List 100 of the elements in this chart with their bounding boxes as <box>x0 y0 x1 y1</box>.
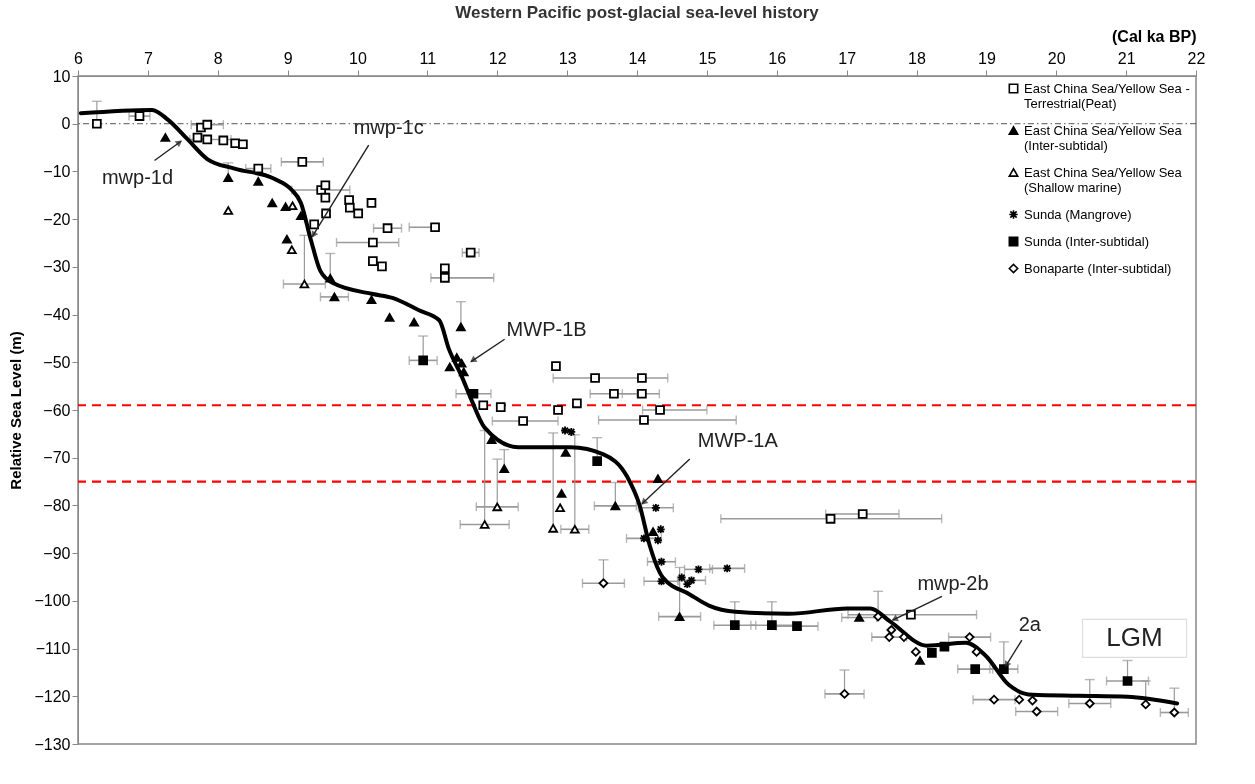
point <box>656 556 667 567</box>
legend-label: Sunda (Inter-subtidal) <box>1024 233 1150 249</box>
point <box>202 119 213 130</box>
point <box>854 613 865 622</box>
annotation: 2a <box>1018 613 1042 636</box>
point <box>792 621 802 631</box>
x-tick-label: 11 <box>419 49 437 67</box>
y-tick-label: −120 <box>34 687 71 705</box>
x-tick-label: 6 <box>74 49 84 67</box>
x-tick-label: 12 <box>488 49 507 67</box>
point <box>353 208 364 219</box>
point <box>329 292 340 302</box>
legend-label: Bonaparte (Inter-subtidal) <box>1024 260 1172 276</box>
y-tick-label: −110 <box>35 640 71 658</box>
point <box>499 464 510 473</box>
point <box>682 579 693 589</box>
point <box>566 427 577 437</box>
y-tick-label: 0 <box>61 115 71 133</box>
point <box>458 367 469 377</box>
point <box>1084 698 1095 709</box>
point <box>609 388 619 399</box>
point <box>693 564 704 575</box>
point <box>825 513 836 524</box>
point <box>267 198 278 208</box>
point <box>253 177 264 186</box>
point <box>674 612 685 621</box>
x-tick-label: 17 <box>838 49 857 67</box>
point <box>560 425 570 436</box>
y-axis-title: Relative Sea Level (m) <box>7 331 25 490</box>
x-tick-label: 13 <box>558 49 577 67</box>
y-tick-label: −10 <box>43 162 71 180</box>
point <box>653 535 663 546</box>
point <box>451 353 462 362</box>
y-tick-label: 10 <box>52 67 71 85</box>
point <box>556 489 567 498</box>
y-tick-label: −130 <box>34 735 71 753</box>
point <box>223 206 234 215</box>
point <box>655 524 666 535</box>
point <box>655 405 665 415</box>
y-tick-label: −60 <box>43 401 71 419</box>
point <box>384 313 395 322</box>
point <box>964 632 975 642</box>
y-tick-label: −90 <box>43 544 71 562</box>
point <box>518 416 528 426</box>
point <box>884 632 895 642</box>
point <box>495 402 506 412</box>
point <box>238 139 248 150</box>
point <box>160 133 171 142</box>
point <box>382 223 393 234</box>
point <box>440 272 450 283</box>
point <box>368 237 378 248</box>
annotation: mwp-1c <box>353 116 424 139</box>
point <box>230 138 241 149</box>
x-axis-title: (Cal ka BP) <box>1112 27 1197 45</box>
y-tick-label: −100 <box>34 592 71 610</box>
x-tick-label: 20 <box>1047 49 1066 67</box>
point <box>320 180 331 191</box>
point <box>253 163 264 174</box>
point <box>653 474 663 484</box>
x-tick-label: 18 <box>908 49 926 67</box>
x-tick-label: 14 <box>628 49 647 67</box>
x-tick-label: 8 <box>213 49 223 67</box>
annotation: MWP-1B <box>506 318 587 341</box>
point <box>286 245 297 254</box>
point <box>553 405 563 415</box>
point <box>999 664 1009 674</box>
x-tick-label: 7 <box>143 49 153 67</box>
point <box>857 509 868 519</box>
point <box>479 520 490 529</box>
point <box>320 192 331 203</box>
point <box>551 361 561 371</box>
point <box>927 648 937 658</box>
point <box>915 656 925 665</box>
point <box>366 198 377 208</box>
point <box>839 689 850 699</box>
point <box>939 641 950 652</box>
y-tick-label: −30 <box>43 258 71 276</box>
annotation: mwp-2b <box>917 572 989 595</box>
point <box>287 201 298 211</box>
annotation: MWP-1A <box>697 428 779 451</box>
annotation: LGM <box>1106 622 1163 653</box>
point <box>282 234 292 244</box>
point <box>377 261 387 272</box>
point <box>1014 694 1025 705</box>
point <box>1122 676 1133 686</box>
x-tick-label: 15 <box>698 49 717 67</box>
point <box>767 620 777 631</box>
point <box>637 373 647 383</box>
point <box>1031 706 1042 717</box>
legend-label: East China Sea/Yellow Sea - Terrestrial(Peat) <box>1024 80 1190 111</box>
point <box>297 157 308 167</box>
point <box>722 563 732 574</box>
point <box>440 263 450 274</box>
y-tick-label: −40 <box>43 306 71 324</box>
point <box>548 524 558 533</box>
chart-title: Western Pacific post-glacial sea-level history <box>455 3 820 22</box>
point <box>368 256 378 266</box>
point <box>989 694 999 705</box>
x-tick-label: 16 <box>768 49 787 67</box>
point <box>970 664 981 674</box>
